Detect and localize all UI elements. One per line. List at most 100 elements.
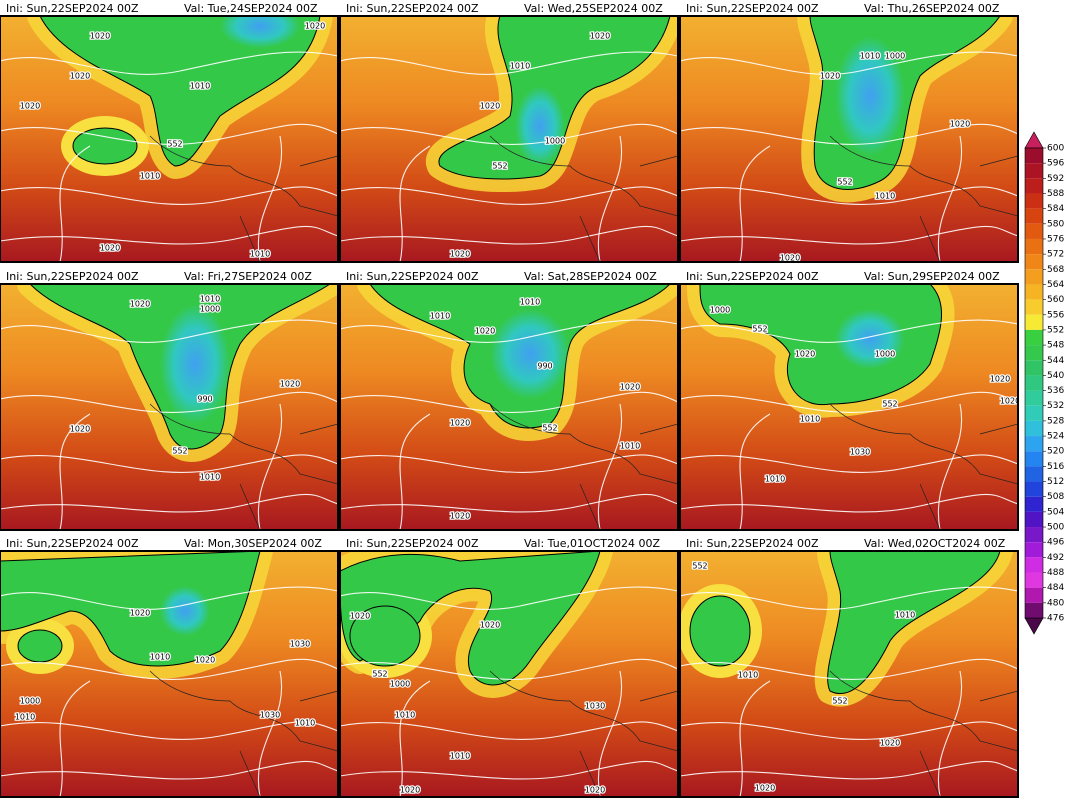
colorbar-label: 540 [1047, 371, 1064, 381]
colorbar-label: 600 [1047, 144, 1064, 154]
contour-label: 1010 [738, 671, 758, 680]
trough [827, 551, 1001, 694]
colorbar-label: 560 [1047, 295, 1064, 305]
valid-time: Val: Fri,27SEP2024 00Z [184, 270, 312, 283]
contour-label: 1020 [305, 22, 325, 31]
colorbar-label: 532 [1047, 401, 1064, 411]
map-frame [0, 550, 339, 798]
valid-time: Val: Tue,24SEP2024 00Z [184, 2, 318, 15]
contour-label: 1010 [395, 711, 415, 720]
isobar [59, 680, 91, 797]
panel: Ini: Sun,22SEP2024 00Z Val: Tue,24SEP2024… [0, 2, 339, 263]
contour-label: 990 [537, 362, 552, 371]
colorbar-bin [1025, 390, 1043, 406]
map-content: 1020 1010 1020 1030 1000 1010 1030 1010 [0, 551, 338, 797]
isobar [0, 658, 338, 680]
colorbar-label: 556 [1047, 310, 1064, 320]
isobar [340, 493, 678, 513]
coastline [489, 135, 678, 262]
contour-label: 1020 [100, 244, 120, 253]
coastline [489, 403, 678, 530]
contour-label: 552 [837, 178, 852, 187]
colorbar-bin [1025, 375, 1043, 391]
isobar [937, 670, 963, 797]
colorbar-bin [1025, 193, 1043, 209]
contour-label: 1000 [20, 697, 40, 706]
contour-label: 1030 [290, 640, 310, 649]
colorbar-frame [1024, 147, 1044, 619]
colorbar-bin [1025, 542, 1043, 558]
colorbar-label: 508 [1047, 492, 1064, 502]
map-content: 1000 552 1020 1000 1020 552 1020 1010 1030 1010 [680, 284, 1020, 530]
low-core [835, 309, 905, 369]
isobar [680, 760, 1018, 780]
colorbar-label: 496 [1047, 538, 1064, 548]
contour-label: 552 [492, 162, 507, 171]
contour-label: 1020 [880, 739, 900, 748]
colorbar-bin [1025, 557, 1043, 573]
contour-label: 1010 [450, 752, 470, 761]
isobar [0, 586, 338, 610]
isobar [680, 721, 1018, 740]
trough [39, 16, 321, 167]
contour-label: 1020 [280, 380, 300, 389]
coastline [829, 403, 1018, 530]
isobar [340, 454, 678, 473]
contour-label: 1020 [1000, 397, 1020, 406]
contour-label: 1010 [295, 719, 315, 728]
map-content: 552 1010 1010 552 1020 1020 [680, 551, 1018, 797]
isobar [399, 680, 431, 797]
low-core [160, 586, 210, 636]
contour-label: 1010 [190, 82, 210, 91]
cut-off-low [689, 595, 751, 667]
isobar [739, 680, 771, 797]
contour-label: 552 [372, 670, 387, 679]
contour-label: 1020 [990, 375, 1010, 384]
panel: Ini: Sun,22SEP2024 00Z Val: Thu,26SEP2024… [679, 2, 1019, 263]
isobar [0, 186, 338, 205]
isobar [257, 403, 283, 530]
cut-off-low [17, 629, 63, 663]
init-time: Ini: Sun,22SEP2024 00Z [686, 2, 819, 15]
low-core [835, 36, 905, 156]
colorbar-label: 512 [1047, 477, 1064, 487]
init-time: Ini: Sun,22SEP2024 00Z [346, 270, 479, 283]
isobar [597, 403, 623, 530]
map-content: 1020 1020 1020 1010 552 1010 1020 1010 1020 [0, 16, 338, 262]
map-frame [0, 15, 339, 263]
contour-label: 1020 [195, 656, 215, 665]
map-frame [679, 15, 1019, 263]
valid-time: Val: Thu,26SEP2024 00Z [864, 2, 1000, 15]
panel: Ini: Sun,22SEP2024 00Z Val: Mon,30SEP2024… [0, 537, 339, 798]
contour-label: 1020 [795, 350, 815, 359]
low-core [490, 309, 570, 399]
isobar [257, 135, 283, 262]
isobar [399, 145, 431, 262]
colorbar-label: 484 [1047, 583, 1064, 593]
isobar [0, 760, 338, 780]
contour-label: 1010 [150, 653, 170, 662]
isobar [597, 135, 623, 262]
contour-label: 1030 [585, 702, 605, 711]
map: 1010 1010 1020 990 1020 1020 552 1010 1020 [339, 283, 679, 531]
colorbar-label: 576 [1047, 234, 1064, 244]
contour-label: 552 [167, 140, 182, 149]
valid-time: Val: Wed,25SEP2024 00Z [524, 2, 663, 15]
isobar [0, 454, 338, 473]
colorbar-bin [1025, 405, 1043, 421]
isobar [0, 493, 338, 513]
valid-time: Val: Wed,02OCT2024 00Z [864, 537, 1006, 550]
contour-label: 1000 [545, 137, 565, 146]
colorbar-label: 528 [1047, 416, 1064, 426]
contour-label: 1010 [895, 611, 915, 620]
colorbar-label: 524 [1047, 432, 1064, 442]
init-time: Ini: Sun,22SEP2024 00Z [346, 537, 479, 550]
isobar [739, 145, 771, 262]
colorbar-bin [1025, 284, 1043, 300]
contour-label: 1010 [875, 192, 895, 201]
low-core [220, 16, 300, 48]
low-core [515, 86, 565, 166]
colorbar-label: 476 [1047, 614, 1064, 624]
